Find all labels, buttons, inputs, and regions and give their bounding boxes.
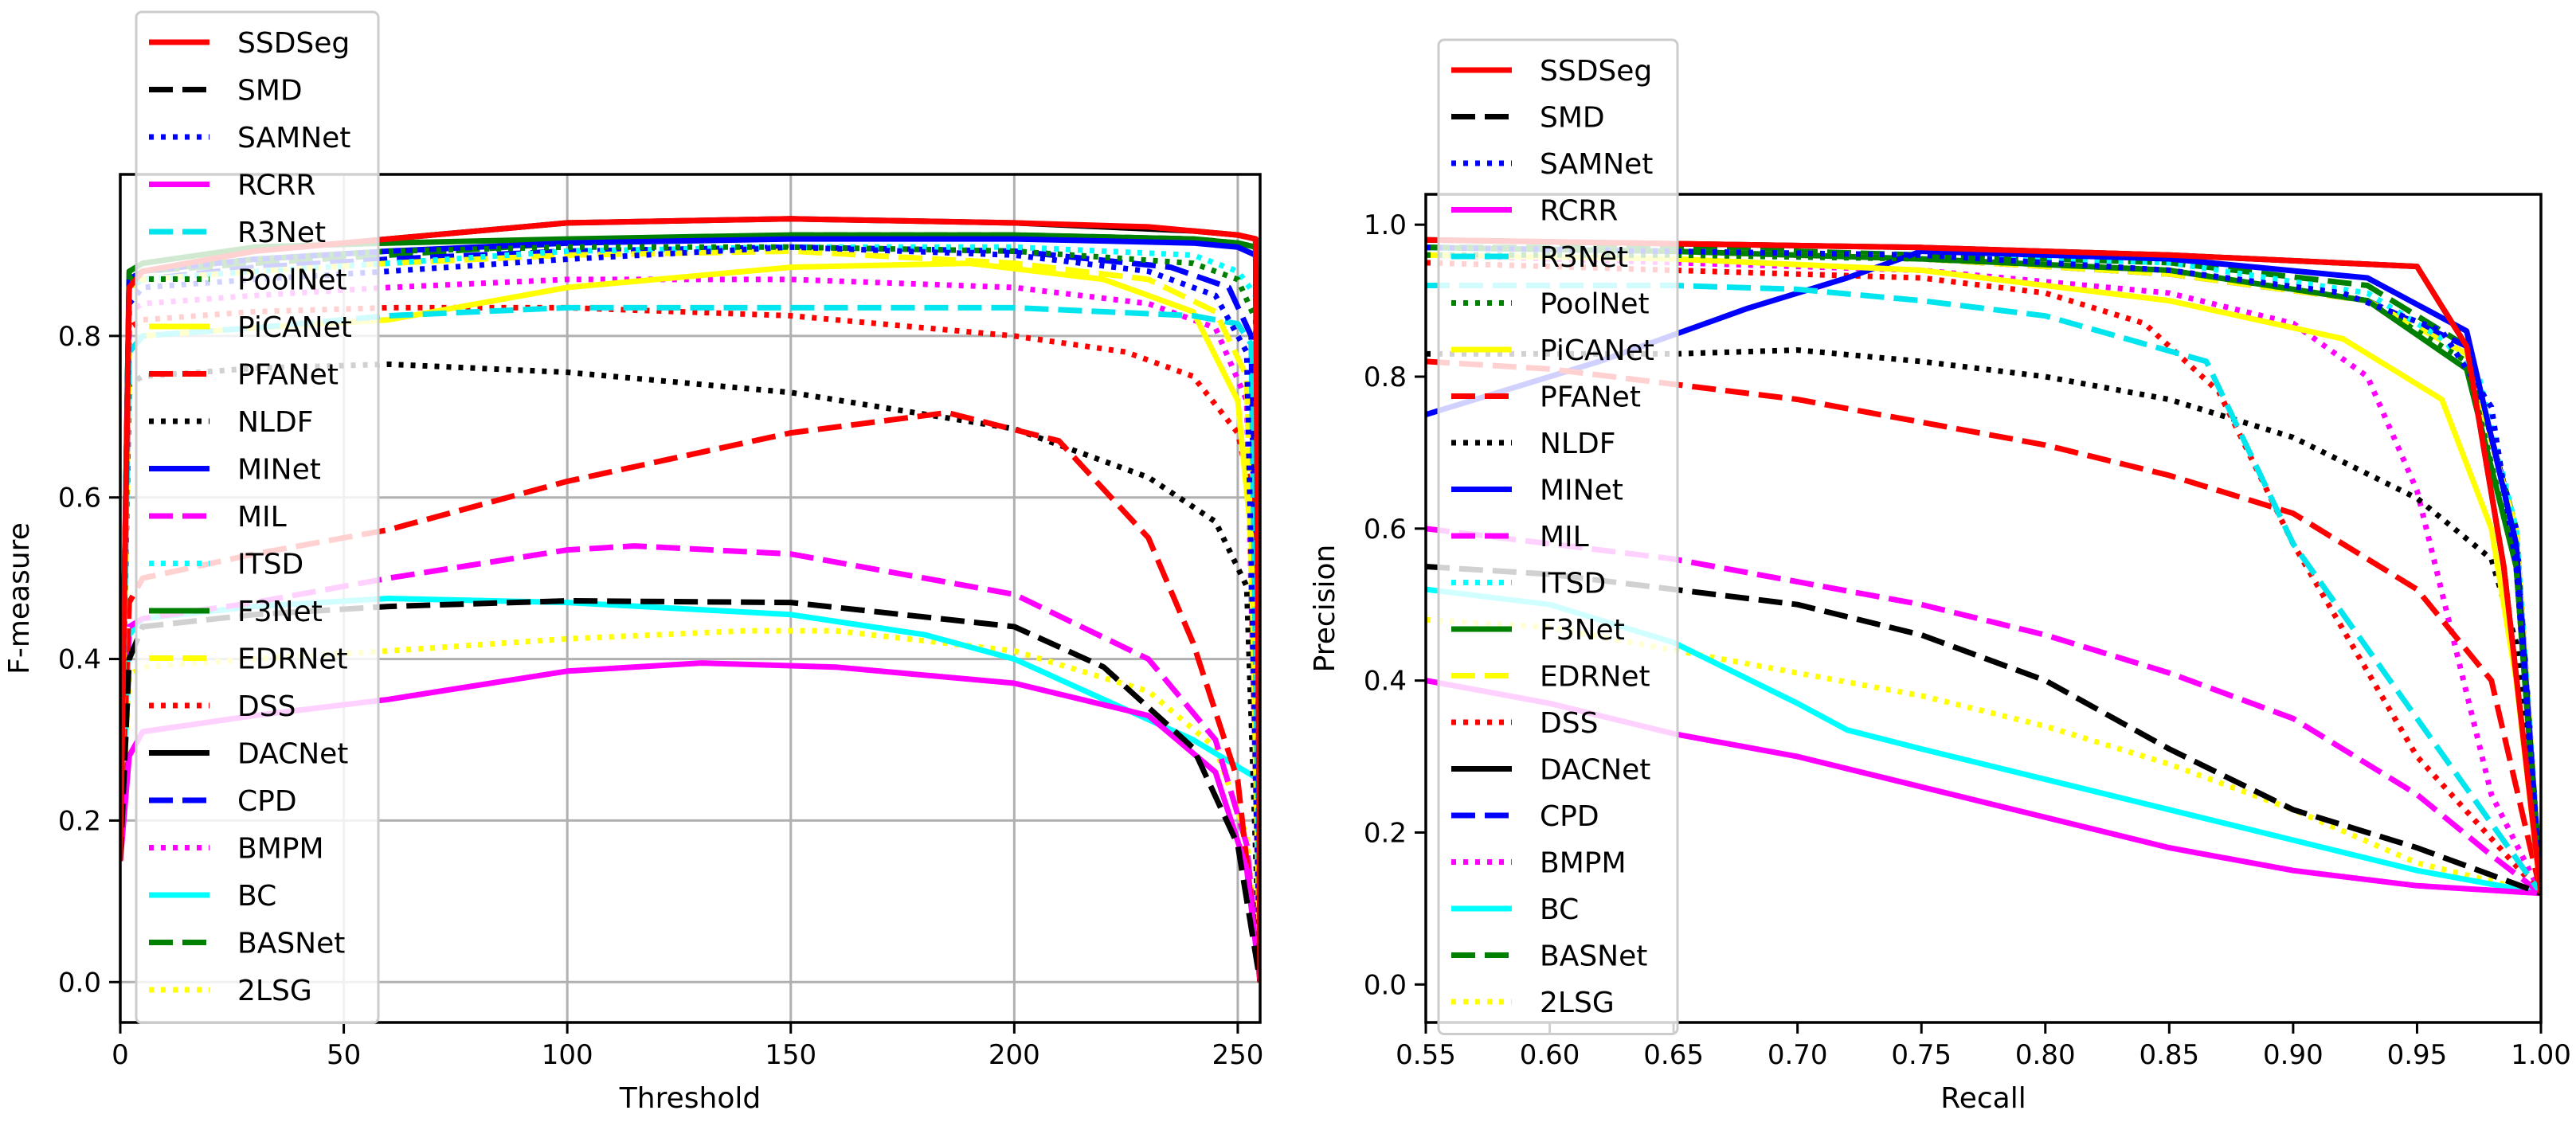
legend-label-picanet: PiCANet (1540, 334, 1654, 367)
legend-label-mil: MIL (237, 501, 287, 534)
legend-label-itsd: ITSD (237, 549, 303, 581)
legend-label-poolnet: PoolNet (1540, 288, 1650, 321)
y-tick-label: 0.0 (1364, 969, 1407, 1001)
legend-label-r3net: R3Net (1540, 241, 1628, 274)
series-line-poolnet (1426, 252, 2541, 894)
legend-label-r3net: R3Net (237, 217, 326, 249)
x-axis-title: Recall (1940, 1082, 2026, 1115)
series-line-bmpm (1426, 252, 2541, 895)
y-tick-label: 0.4 (1364, 666, 1407, 698)
y-axis-title: F-measure (3, 522, 36, 674)
series-line-2lsg (1426, 616, 2541, 897)
legend-label-samnet: SAMNet (237, 122, 350, 154)
legend: SSDSeg SMD SAMNet RCRR R3Net PoolNet PiCANet PF… (135, 10, 380, 1024)
legend-label-smd: SMD (1540, 102, 1605, 135)
legend-label-smd: SMD (237, 75, 303, 108)
legend-box (135, 10, 380, 1024)
axes-frame (119, 173, 1262, 1024)
legend-label-picanet: PiCANet (237, 311, 352, 344)
x-tick-label: 0.70 (1768, 1039, 1828, 1071)
legend-box (1437, 38, 1679, 1035)
legend-label-bc: BC (237, 880, 276, 913)
precision-recall-chart: 0.55 0.60 0.65 0.70 0.75 0.80 0.85 0.90 0.95 1.00… (1309, 38, 2571, 1115)
legend-label-cpd: CPD (237, 785, 297, 818)
x-tick-label: 0.60 (1520, 1039, 1580, 1071)
legend-label-rcrr: RCRR (1540, 195, 1618, 228)
x-tick-label: 0.75 (1891, 1039, 1952, 1071)
y-tick-label: 0.2 (1364, 817, 1407, 849)
legend-label-samnet: SAMNet (1540, 148, 1653, 181)
legend-label-2lsg: 2LSG (1540, 987, 1615, 1019)
x-tick-label: 1.00 (2511, 1039, 2571, 1071)
x-tick-label: 0.65 (1643, 1039, 1704, 1071)
legend-label-basnet: BASNet (1540, 940, 1647, 973)
y-tick-label: 0.8 (1364, 362, 1407, 393)
legend-label-bc: BC (1540, 893, 1579, 926)
x-tick-label: 250 (1212, 1039, 1263, 1071)
legend-label-bmpm: BMPM (1540, 847, 1627, 880)
y-tick-label: 0.6 (1364, 514, 1407, 545)
f-measure-chart: 0 50 100 150 200 250 0.0 0.2 0.4 0.6 0.8 Threshold F… (3, 10, 1263, 1115)
series-line-picanet (1426, 252, 2541, 894)
x-tick-label: 200 (989, 1039, 1040, 1071)
legend-label-pfanet: PFANet (237, 359, 339, 392)
legend-label-dss: DSS (1540, 707, 1598, 740)
legend-label-basnet: BASNet (237, 928, 345, 960)
y-tick-label: 0.6 (58, 483, 101, 514)
legend-label-nldf: NLDF (237, 406, 313, 439)
series-group (120, 216, 1260, 983)
x-tick-label: 0 (112, 1039, 129, 1071)
legend-label-edrnet: EDRNet (1540, 661, 1650, 694)
x-tick-label: 0.90 (2263, 1039, 2323, 1071)
y-tick-label: 0.4 (58, 644, 101, 676)
y-tick-label: 1.0 (1364, 209, 1407, 241)
x-tick-label: 0.80 (2015, 1039, 2076, 1071)
series-line-itsd (120, 244, 1260, 983)
legend-label-bmpm: BMPM (237, 833, 324, 866)
legend-label-f3net: F3Net (237, 596, 323, 628)
legend-label-cpd: CPD (1540, 800, 1599, 833)
series-line-ssdseg (1426, 237, 2541, 894)
legend: SSDSeg SMD SAMNet RCRR R3Net PoolNet PiCANet PF… (1437, 38, 1679, 1035)
legend-label-f3net: F3Net (1540, 614, 1625, 647)
legend-label-dss: DSS (237, 690, 296, 723)
legend-label-rcrr: RCRR (237, 170, 315, 202)
x-tick-label: 100 (542, 1039, 593, 1071)
x-tick-label: 0.55 (1396, 1039, 1456, 1071)
legend-label-2lsg: 2LSG (237, 975, 312, 1007)
legend-label-poolnet: PoolNet (237, 264, 347, 297)
y-axis-title: Precision (1309, 545, 1341, 673)
y-tick-label: 0.0 (58, 967, 101, 999)
legend-label-ssdseg: SSDSeg (237, 27, 350, 60)
x-tick-label: 0.85 (2139, 1039, 2199, 1071)
legend-label-minet: MINet (237, 454, 321, 487)
legend-label-dacnet: DACNet (237, 738, 348, 771)
x-tick-label: 50 (327, 1039, 361, 1071)
legend-label-dacnet: DACNet (1540, 754, 1650, 787)
legend-label-edrnet: EDRNet (237, 643, 348, 676)
series-line-bmpm (120, 276, 1260, 983)
legend-label-itsd: ITSD (1540, 568, 1606, 600)
legend-label-mil: MIL (1540, 521, 1589, 553)
axes-frame (1424, 193, 2543, 1024)
x-tick-label: 150 (765, 1039, 816, 1071)
series-line-itsd (1426, 244, 2541, 894)
x-tick-label: 0.95 (2387, 1039, 2448, 1071)
series-line-dss (120, 304, 1260, 983)
legend-label-pfanet: PFANet (1540, 381, 1641, 414)
legend-label-minet: MINet (1540, 475, 1623, 507)
legend-label-ssdseg: SSDSeg (1540, 55, 1652, 88)
series-line-smd (120, 598, 1260, 983)
legend-label-nldf: NLDF (1540, 428, 1615, 460)
y-tick-label: 0.8 (58, 321, 101, 353)
x-axis-title: Threshold (619, 1082, 761, 1115)
y-tick-label: 0.2 (58, 805, 101, 837)
